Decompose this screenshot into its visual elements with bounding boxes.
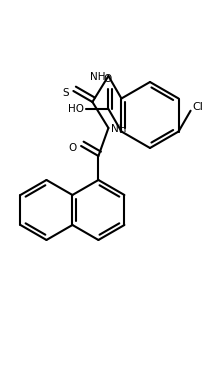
Text: HO: HO (68, 104, 84, 114)
Text: S: S (63, 88, 69, 98)
Text: O: O (103, 74, 111, 84)
Text: NH: NH (90, 72, 105, 82)
Text: O: O (69, 143, 77, 153)
Text: Cl: Cl (193, 102, 203, 112)
Text: NH: NH (111, 124, 127, 134)
